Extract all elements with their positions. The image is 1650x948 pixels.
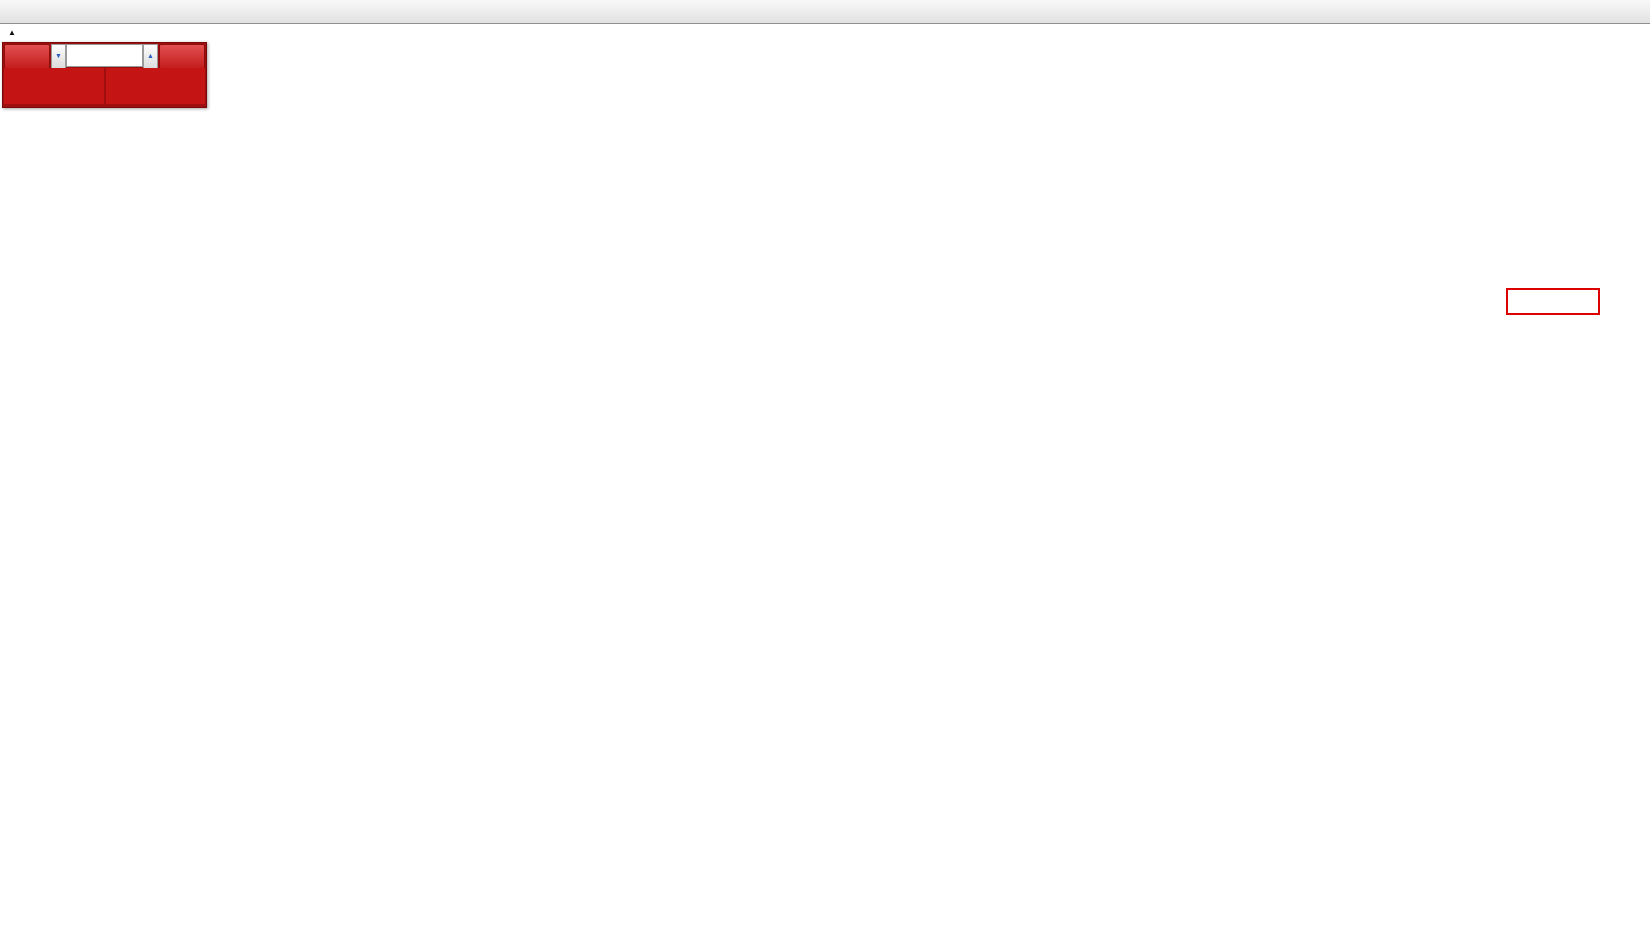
buy-button[interactable]	[159, 44, 205, 69]
chart-window-icon: ▲	[8, 28, 16, 37]
sell-price-tile[interactable]	[4, 68, 104, 104]
sell-button[interactable]	[4, 44, 50, 69]
volume-input[interactable]	[66, 44, 143, 67]
one-click-trade-panel: ▼ ▲	[2, 42, 207, 108]
price-callout-box[interactable]	[1506, 288, 1600, 315]
buy-price-tile[interactable]	[105, 68, 205, 104]
volume-increase-button[interactable]: ▲	[142, 44, 159, 69]
main-toolbar	[0, 0, 1650, 24]
volume-decrease-button[interactable]: ▼	[50, 44, 67, 69]
